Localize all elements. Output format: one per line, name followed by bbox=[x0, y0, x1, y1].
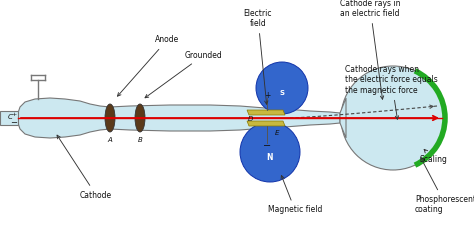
Circle shape bbox=[256, 62, 308, 114]
Text: D: D bbox=[248, 116, 254, 122]
Text: −: − bbox=[10, 119, 18, 128]
Text: Grounded: Grounded bbox=[145, 51, 223, 98]
Text: E: E bbox=[275, 130, 279, 136]
Text: Electric
field: Electric field bbox=[244, 9, 272, 104]
Ellipse shape bbox=[105, 104, 115, 132]
Polygon shape bbox=[247, 121, 285, 126]
Text: Magnetic field: Magnetic field bbox=[268, 176, 322, 215]
Polygon shape bbox=[0, 111, 18, 125]
Circle shape bbox=[240, 122, 300, 182]
Circle shape bbox=[341, 66, 445, 170]
Text: +: + bbox=[264, 91, 270, 100]
Text: Cathode rays when
the electric force equals
the magnetic force: Cathode rays when the electric force equ… bbox=[345, 65, 438, 119]
Text: Anode: Anode bbox=[118, 36, 179, 96]
Text: S: S bbox=[280, 90, 284, 96]
Text: N: N bbox=[267, 152, 273, 161]
Text: −: − bbox=[263, 141, 271, 151]
Ellipse shape bbox=[135, 104, 145, 132]
Text: +: + bbox=[11, 112, 17, 116]
Polygon shape bbox=[18, 98, 340, 138]
Text: Scaling: Scaling bbox=[420, 149, 448, 164]
Polygon shape bbox=[340, 98, 346, 138]
Text: B: B bbox=[137, 137, 142, 143]
Polygon shape bbox=[247, 110, 285, 115]
Text: Cathode: Cathode bbox=[57, 135, 112, 200]
Text: C: C bbox=[8, 114, 12, 120]
Text: Phosphorescent
coating: Phosphorescent coating bbox=[415, 158, 474, 214]
Text: Cathode rays in
an electric field: Cathode rays in an electric field bbox=[340, 0, 401, 99]
Text: A: A bbox=[108, 137, 112, 143]
